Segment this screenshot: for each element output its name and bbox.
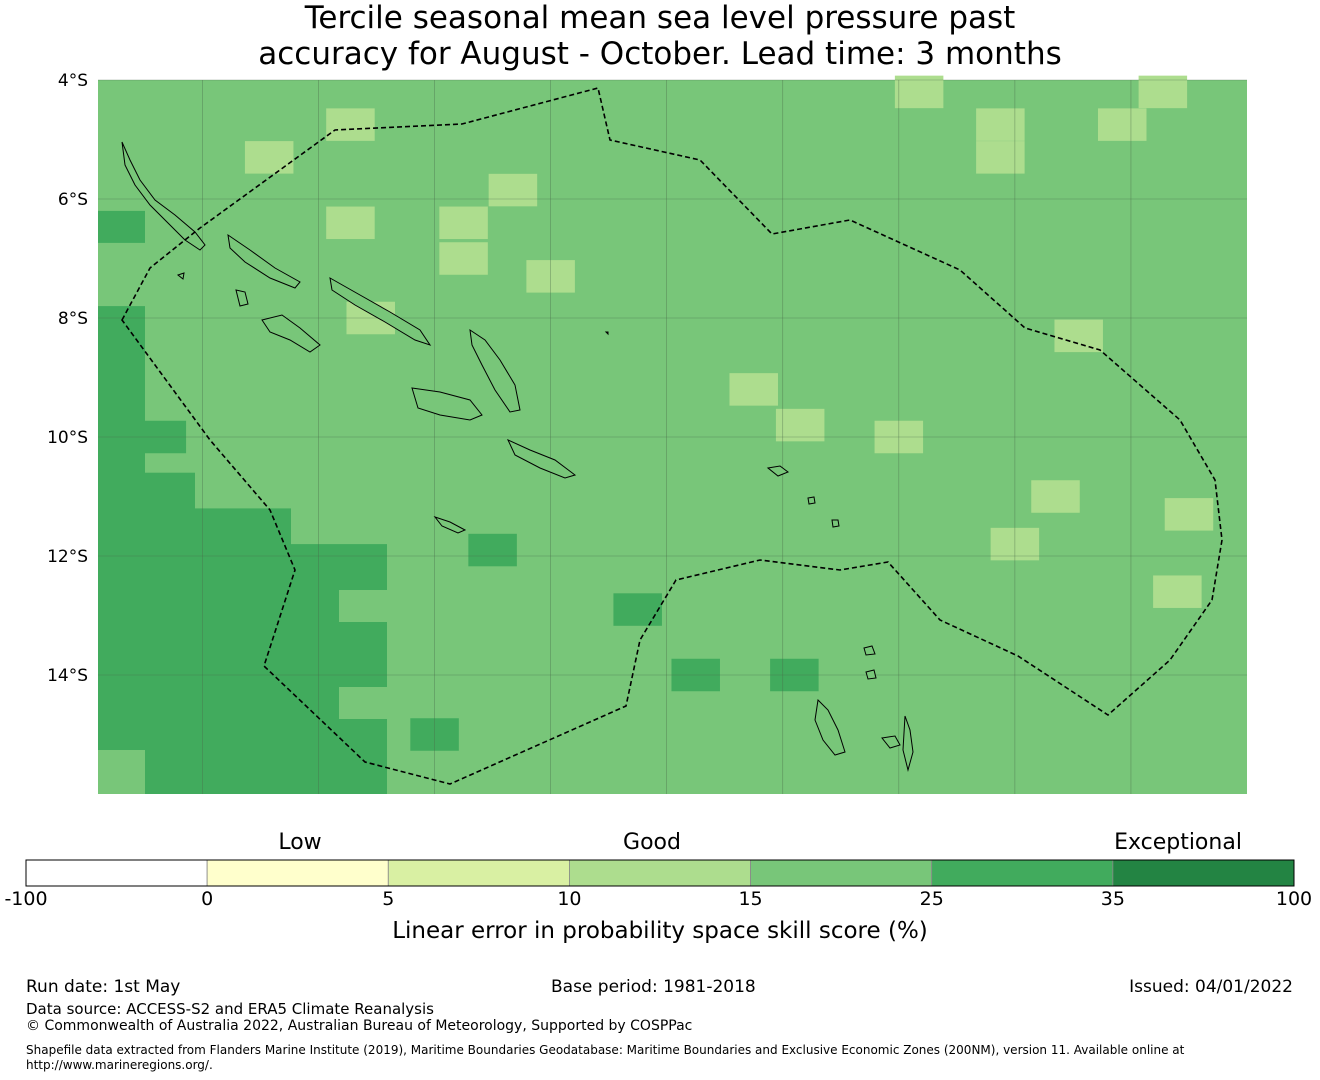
lat-tick-label: 12°S [47, 547, 88, 567]
colorbar-swatch [750, 859, 933, 887]
colorbar-tick-label: 10 [557, 888, 582, 910]
colorbar-swatch [206, 859, 389, 887]
island-santa-cruz [766, 465, 790, 477]
skill-cell [339, 687, 387, 719]
skill-cell [729, 373, 778, 406]
skill-cell [1031, 480, 1080, 513]
lat-tick-label: 14°S [47, 666, 88, 686]
skill-cell [439, 242, 488, 275]
island-vanua-lava [865, 669, 877, 680]
island-rennell [433, 516, 467, 534]
colorbar-tick-label: -100 [4, 888, 48, 910]
island-buka [235, 289, 249, 307]
data-source: Data source: ACCESS-S2 and ERA5 Climate … [26, 1000, 434, 1018]
island-ontong [604, 331, 609, 336]
island-duff [831, 519, 840, 528]
island-ambae [863, 645, 876, 656]
colorbar-category-good: Good [623, 830, 681, 855]
colorbar-swatch [931, 859, 1114, 887]
island-santa-isabel [329, 277, 432, 346]
lat-tick-label: 10°S [47, 428, 88, 448]
solomon-eez [121, 87, 1223, 785]
skill-cell [439, 206, 488, 240]
graticule [98, 79, 1247, 794]
skill-cell [894, 75, 944, 109]
copyright: © Commonwealth of Australia 2022, Austra… [26, 1018, 693, 1034]
skill-cells [98, 75, 1247, 794]
skill-cell [1138, 75, 1188, 109]
skill-cell [244, 141, 294, 174]
skill-cell [1164, 498, 1214, 531]
colorbar-swatch [25, 859, 208, 887]
skill-cell [290, 544, 387, 794]
colorbar-category-low: Low [278, 830, 322, 855]
skill-cell [1054, 319, 1103, 353]
skill-cell [1097, 108, 1147, 141]
skill-cell [326, 206, 375, 240]
colorbar-swatch [387, 859, 570, 887]
issued-date: Issued: 04/01/2022 [1129, 977, 1293, 997]
base-period: Base period: 1981-2018 [551, 977, 756, 997]
colorbar-swatch [1112, 859, 1295, 887]
skill-cell [613, 593, 662, 626]
skill-cell [775, 408, 825, 442]
map-title-line-1: Tercile seasonal mean sea level pressure… [304, 0, 1016, 36]
island-makira [506, 438, 577, 479]
eez-boundary [121, 87, 1223, 785]
skill-cell [976, 108, 1025, 141]
skill-cell [98, 750, 145, 794]
skill-cell [326, 108, 375, 141]
colorbar-tick-label: 5 [382, 888, 395, 910]
island-new-georgia [261, 314, 321, 353]
island-malakula [881, 735, 901, 749]
skill-cell [488, 173, 538, 207]
colorbar-tick-label: 25 [919, 888, 944, 910]
island-shortland [176, 272, 185, 280]
island-choiseul [227, 233, 301, 289]
island-guadalcanal [411, 387, 483, 421]
colorbar-tick-label: 0 [201, 888, 214, 910]
lat-tick-label: 6°S [58, 190, 88, 210]
latitude-labels: 4°S 6°S 8°S 10°S 12°S 14°S [47, 71, 88, 686]
skill-cell [976, 141, 1025, 174]
skill-cell [98, 306, 145, 794]
skill-cell [195, 508, 291, 794]
island-reef [807, 496, 816, 505]
colorbar-tick-label: 35 [1100, 888, 1125, 910]
coastlines [121, 141, 914, 772]
island-maewo [902, 715, 914, 772]
skill-cell [1153, 575, 1202, 608]
island-bougainville [121, 141, 206, 251]
skill-cell [468, 533, 517, 567]
run-date: Run date: 1st May [26, 977, 181, 997]
colorbar [25, 859, 1295, 887]
skill-cell [145, 472, 195, 794]
skill-map: 156°E158°E160°E162°E164°E166°E168°E170°E… [47, 71, 1247, 794]
skill-cell [339, 590, 387, 622]
lat-tick-label: 4°S [58, 71, 88, 91]
skill-cell [98, 210, 145, 243]
colorbar-category-exceptional: Exceptional [1114, 830, 1242, 855]
colorbar-frame [25, 859, 1295, 887]
island-malaita [469, 328, 521, 413]
map-title-line-2: accuracy for August - October. Lead time… [258, 36, 1062, 72]
colorbar-tick-label: 100 [1275, 888, 1313, 910]
island-espiritu-santo [814, 698, 846, 756]
colorbar-label: Linear error in probability space skill … [392, 918, 928, 944]
shapefile-credit: Shapefile data extracted from Flanders M… [26, 1043, 1185, 1072]
colorbar-swatch [569, 859, 751, 887]
colorbar-tick-label: 15 [738, 888, 763, 910]
lat-tick-label: 8°S [58, 309, 88, 329]
